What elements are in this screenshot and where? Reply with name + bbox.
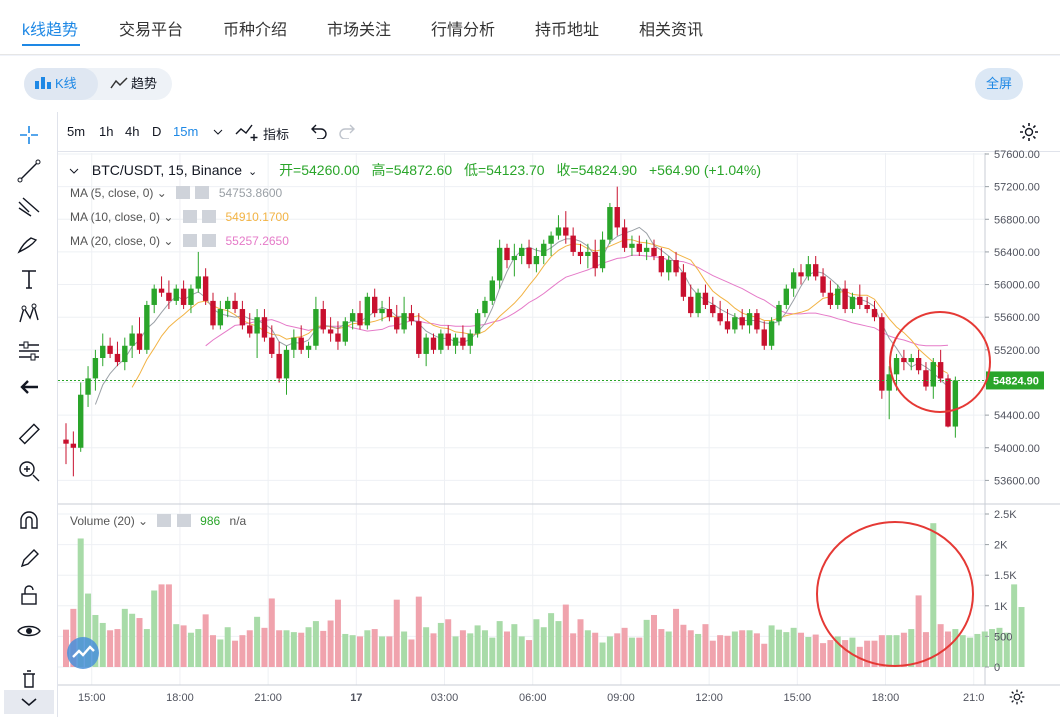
- kline-mode-button[interactable]: K线: [24, 68, 98, 100]
- fullscreen-button[interactable]: 全屏: [975, 68, 1023, 100]
- volume-visibility-icon[interactable]: [157, 514, 172, 527]
- timeframe-4h[interactable]: 4h: [125, 124, 140, 139]
- collapse-legend-icon[interactable]: [68, 165, 80, 177]
- chart-container: [0, 112, 1060, 717]
- top-nav: k线趋势 交易平台 币种介绍 市场关注 行情分析 持币地址 相关资讯: [0, 0, 1060, 55]
- volume-dropdown-icon[interactable]: ⌄: [138, 514, 149, 528]
- pattern-tool-icon[interactable]: [14, 300, 44, 330]
- ma10-legend: MA (10, close, 0) ⌄ 54910.1700: [70, 210, 289, 224]
- ma5-close-icon[interactable]: [195, 186, 210, 199]
- trend-mode-label: 趋势: [131, 76, 158, 91]
- candlestick-icon: [35, 77, 51, 89]
- back-arrow-icon[interactable]: [14, 372, 44, 402]
- ohlc-close: 收=54824.90: [556, 162, 638, 178]
- ohlc-high: 高=54872.60: [371, 162, 453, 178]
- volume-legend: Volume (20) ⌄ 986 n/a: [70, 514, 246, 528]
- crosshair-icon[interactable]: [14, 120, 44, 150]
- ma5-legend: MA (5, close, 0) ⌄ 54753.8600: [70, 186, 282, 200]
- ma10-close-icon[interactable]: [202, 210, 217, 223]
- volume-na: n/a: [229, 514, 247, 528]
- ma10-visibility-icon[interactable]: [182, 210, 197, 223]
- trend-mode-button[interactable]: 趋势: [100, 68, 172, 100]
- symbol-dropdown-icon[interactable]: ⌄: [247, 166, 258, 178]
- zoom-in-icon[interactable]: [14, 456, 44, 486]
- tradingview-logo-icon[interactable]: [66, 636, 100, 670]
- chart-mode-toggle: K线 趋势: [24, 68, 172, 100]
- ma10-label[interactable]: MA (10, close, 0): [70, 210, 161, 224]
- ma5-value: 54753.8600: [218, 186, 283, 200]
- ma20-visibility-icon[interactable]: [182, 234, 197, 247]
- price-change: +564.90 (+1.04%): [648, 162, 762, 178]
- undo-icon[interactable]: [310, 123, 328, 139]
- nav-item-trading-platform[interactable]: 交易平台: [119, 22, 184, 39]
- ma20-close-icon[interactable]: [202, 234, 217, 247]
- collapse-toolbar-icon[interactable]: [4, 690, 54, 714]
- time-axis-settings-icon[interactable]: [1008, 688, 1026, 706]
- ma10-value: 54910.1700: [225, 210, 289, 224]
- nav-item-market-focus[interactable]: 市场关注: [327, 22, 392, 39]
- position-tool-icon[interactable]: [14, 336, 44, 366]
- active-tab-underline: [22, 44, 80, 46]
- ma20-label[interactable]: MA (20, close, 0): [70, 234, 161, 248]
- text-tool-icon[interactable]: [14, 264, 44, 294]
- ma20-dropdown-icon[interactable]: ⌄: [163, 234, 174, 248]
- ohlc-open: 开=54260.00: [279, 162, 360, 178]
- unlock-icon[interactable]: [14, 580, 44, 610]
- nav-item-market-analysis[interactable]: 行情分析: [431, 22, 496, 39]
- ma10-dropdown-icon[interactable]: ⌄: [163, 210, 174, 224]
- draw-lock-pencil-icon[interactable]: [14, 544, 44, 574]
- redo-icon[interactable]: [338, 123, 356, 139]
- brush-tool-icon[interactable]: [14, 228, 44, 258]
- ohlc-low: 低=54123.70: [464, 162, 545, 178]
- timeframe-dropdown-icon[interactable]: [213, 128, 223, 136]
- indicator-icon[interactable]: [234, 122, 260, 142]
- ma5-visibility-icon[interactable]: [176, 186, 191, 199]
- volume-close-icon[interactable]: [176, 514, 191, 527]
- timeframe-5m[interactable]: 5m: [67, 124, 86, 139]
- timeframe-d[interactable]: D: [152, 124, 162, 139]
- trend-line-icon: [110, 77, 128, 89]
- symbol-title[interactable]: BTC/USDT, 15, Binance: [91, 162, 243, 178]
- ma20-legend: MA (20, close, 0) ⌄ 55257.2650: [70, 234, 289, 248]
- fib-tool-icon[interactable]: [14, 192, 44, 222]
- magnet-icon[interactable]: [14, 508, 44, 538]
- nav-item-coin-intro[interactable]: 币种介绍: [223, 22, 288, 39]
- nav-item-kline-trend[interactable]: k线趋势: [22, 22, 79, 39]
- ma5-dropdown-icon[interactable]: ⌄: [156, 186, 167, 200]
- ma5-label[interactable]: MA (5, close, 0): [70, 186, 154, 200]
- eye-icon[interactable]: [14, 616, 44, 646]
- chart-mode-bar: [0, 56, 1060, 112]
- nav-item-related-news[interactable]: 相关资讯: [639, 22, 704, 39]
- chart-topbar: 5m 1h 4h D 15m 指标: [58, 112, 1060, 152]
- trash-icon[interactable]: [14, 664, 44, 694]
- volume-label[interactable]: Volume (20): [70, 514, 135, 528]
- volume-value: 986: [200, 514, 221, 528]
- settings-gear-icon[interactable]: [1018, 121, 1040, 143]
- ma20-value: 55257.2650: [225, 234, 289, 248]
- symbol-legend: BTC/USDT, 15, Binance ⌄ 开=54260.00 高=548…: [68, 160, 761, 180]
- trend-line-tool-icon[interactable]: [14, 156, 44, 186]
- kline-mode-label: K线: [55, 76, 77, 91]
- indicator-button[interactable]: 指标: [263, 127, 290, 142]
- timeframe-1h[interactable]: 1h: [99, 124, 114, 139]
- ruler-icon[interactable]: [14, 420, 44, 450]
- drawing-toolbar: [0, 112, 58, 717]
- nav-item-holder-addresses[interactable]: 持币地址: [535, 22, 600, 39]
- timeframe-15m[interactable]: 15m: [173, 124, 199, 139]
